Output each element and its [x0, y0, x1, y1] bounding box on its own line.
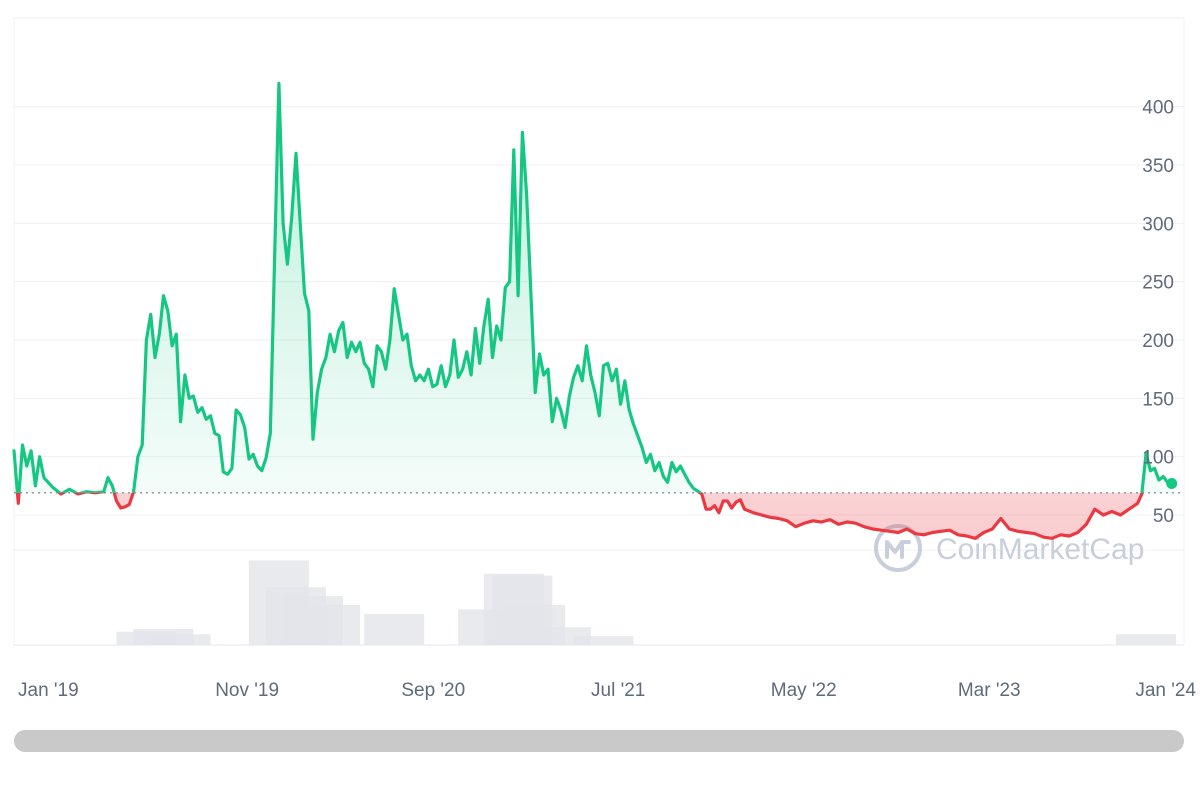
- y-tick-label: 250: [1142, 273, 1174, 294]
- y-tick-label: 200: [1142, 331, 1174, 352]
- x-tick-label: Mar '23: [958, 680, 1021, 701]
- y-tick-label: 350: [1142, 156, 1174, 177]
- y-tick-label: 400: [1142, 98, 1174, 119]
- volume-bars: [116, 560, 1177, 645]
- price-chart[interactable]: CoinMarketCap 50 100 150 200 250 300 350 400 Ja…: [0, 0, 1200, 720]
- y-tick-label: 150: [1142, 389, 1174, 410]
- watermark: CoinMarketCap: [874, 524, 1144, 572]
- volume-bar: [364, 613, 425, 645]
- volume-bar: [573, 636, 634, 645]
- x-tick-label: Jan '19: [18, 680, 79, 701]
- price-line-down: [15, 492, 1144, 540]
- x-tick-label: Sep '20: [401, 680, 465, 701]
- y-axis-labels: 50 100 150 200 250 300 350 400: [1142, 98, 1174, 527]
- x-tick-label: Jul '21: [591, 680, 645, 701]
- time-range-scrollbar[interactable]: [14, 730, 1184, 752]
- x-axis-labels: Jan '19 Nov '19 Sep '20 Jul '21 May '22 Mar '…: [18, 680, 1196, 701]
- price-line-up: [12, 81, 1174, 493]
- x-tick-label: Nov '19: [215, 680, 279, 701]
- price-area: [14, 83, 1172, 539]
- y-tick-label: 50: [1153, 506, 1174, 527]
- y-tick-label: 100: [1142, 448, 1174, 469]
- watermark-text: CoinMarketCap: [936, 533, 1144, 566]
- area-below-baseline: [17, 492, 1142, 539]
- volume-bar: [150, 634, 211, 645]
- volume-bar: [1116, 634, 1177, 645]
- x-tick-label: May '22: [771, 680, 837, 701]
- y-tick-label: 300: [1142, 214, 1174, 235]
- area-above-baseline: [14, 83, 1172, 493]
- price-line: [12, 81, 1174, 540]
- last-price-marker[interactable]: [1166, 478, 1178, 489]
- x-tick-label: Jan '24: [1135, 680, 1196, 701]
- scrollbar-thumb[interactable]: [14, 730, 1184, 752]
- volume-bar: [300, 604, 361, 645]
